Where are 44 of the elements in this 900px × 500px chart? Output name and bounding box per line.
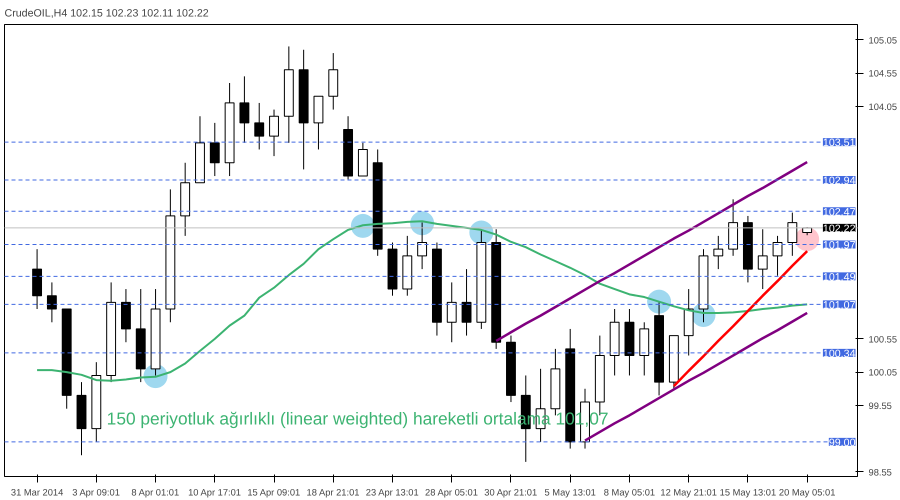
candlestick	[417, 222, 428, 270]
candlestick	[46, 282, 57, 323]
candlestick	[239, 76, 250, 144]
candlestick	[772, 235, 782, 276]
ref-line-label: 102.94	[822, 175, 856, 188]
x-tick-label: 8 Apr 01:01	[131, 488, 180, 498]
x-tick-label: 31 Mar 2014	[10, 488, 64, 498]
line-series	[36, 220, 808, 382]
candlestick	[758, 228, 768, 290]
x-tick-label: 15 Apr 09:01	[247, 488, 300, 498]
candlestick	[787, 212, 798, 256]
x-tick-label: 15 May 13:01	[720, 488, 776, 498]
candlestick	[462, 268, 472, 336]
ref-line-label: 100.34	[822, 348, 856, 360]
x-tick-label: 18 Apr 21:01	[306, 488, 360, 498]
candlestick	[713, 235, 724, 270]
x-tick-label: 20 May 05:01	[778, 488, 836, 498]
x-tick-label: 28 Apr 05:01	[425, 488, 478, 498]
x-tick-label: 30 Apr 21:01	[484, 488, 538, 498]
ref-line-label: 101.49	[822, 271, 856, 284]
x-tick-label: 5 May 13:01	[544, 488, 596, 498]
y-tick-label: 99.55	[868, 400, 892, 411]
line-series	[494, 160, 808, 342]
chart-title: CrudeOIL,H4 102.15 102.23 102.11 102.22	[4, 8, 209, 20]
y-tick-label: 104.55	[868, 68, 898, 79]
x-tick-label: 10 Apr 17:01	[188, 488, 241, 498]
y-tick-label: 104.05	[868, 102, 898, 112]
candlestick	[269, 109, 279, 157]
x-tick-label: 3 Apr 09:01	[72, 488, 120, 498]
y-tick-label: 98.55	[868, 467, 892, 478]
y-tick-label: 100.05	[868, 368, 898, 378]
ref-line-label: 101.97	[822, 240, 856, 252]
x-tick-label: 12 May 21:01	[660, 488, 717, 498]
ref-line-label: 101.07	[822, 299, 856, 312]
ref-line-label: 99.00	[828, 436, 856, 449]
x-tick-label: 23 Apr 13:01	[366, 488, 419, 498]
candlestick	[210, 122, 220, 177]
y-tick-label: 100.55	[868, 334, 898, 344]
y-tick-label: 105.05	[868, 35, 898, 46]
ref-line-label: 102.47	[822, 206, 856, 218]
candlestick	[446, 282, 457, 343]
ref-line-label: 102.22	[822, 222, 856, 235]
x-tick-label: 8 May 05:01	[604, 488, 656, 498]
candlestick	[254, 102, 264, 150]
